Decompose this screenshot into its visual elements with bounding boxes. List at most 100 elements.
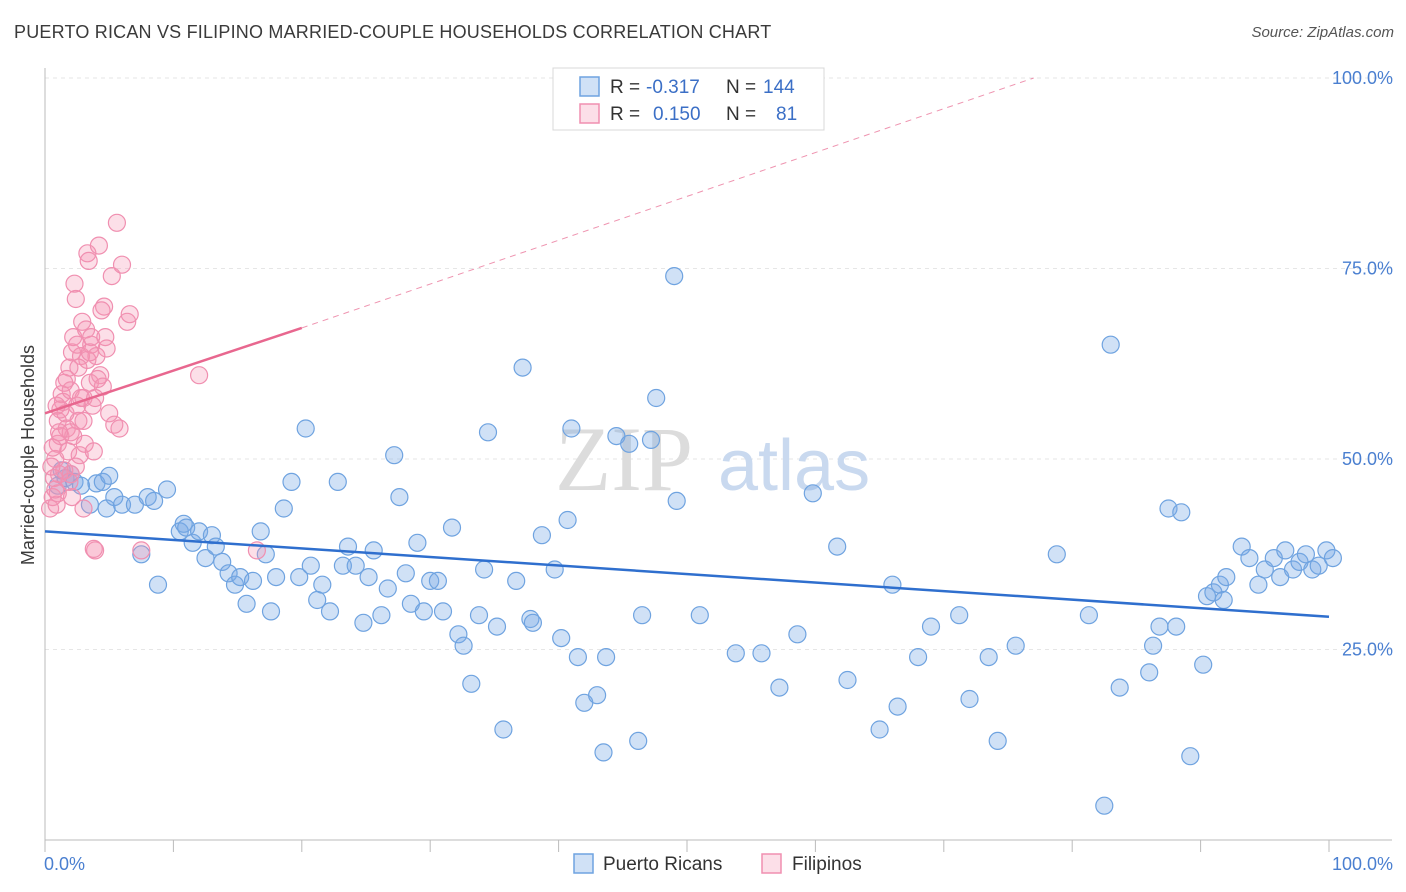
- puerto-ricans-point: [629, 731, 648, 751]
- puerto-ricans-point: [1214, 590, 1233, 610]
- y-axis-label: Married-couple Households: [18, 345, 38, 565]
- legend-r-label-2: R =: [610, 104, 640, 125]
- puerto-ricans-point: [454, 636, 473, 655]
- puerto-ricans-point: [908, 647, 928, 667]
- puerto-ricans-point: [132, 545, 151, 564]
- puerto-ricans-point: [462, 674, 481, 693]
- puerto-ricans-point: [487, 617, 507, 636]
- chart-title: PUERTO RICAN VS FILIPINO MARRIED-COUPLE …: [14, 22, 772, 42]
- legend-swatch-blue: [579, 76, 600, 97]
- puerto-ricans-point: [364, 541, 383, 560]
- filipinos-point: [100, 404, 119, 423]
- filipinos-point: [46, 480, 65, 499]
- grid: [45, 77, 1392, 650]
- puerto-ricans-point: [206, 537, 225, 556]
- puerto-ricans-point: [883, 575, 902, 594]
- legend-bottom-swatch-blue: [573, 853, 594, 874]
- puerto-ricans-point: [568, 647, 588, 667]
- puerto-ricans-point: [507, 571, 526, 591]
- filipinos-point: [70, 446, 89, 465]
- puerto-ricans-point: [237, 594, 256, 613]
- puerto-ricans-point: [1296, 545, 1316, 564]
- puerto-ricans-point: [690, 606, 709, 625]
- y-tick-label: 100.0%: [1332, 68, 1393, 88]
- puerto-ricans-point: [428, 571, 447, 591]
- watermark-atlas: atlas: [718, 426, 870, 506]
- puerto-ricans-point: [1110, 678, 1129, 697]
- trend-puerto-ricans: [44, 530, 1330, 618]
- puerto-ricans-point: [421, 571, 440, 591]
- puerto-ricans-point: [290, 567, 309, 587]
- puerto-ricans-point: [870, 720, 889, 739]
- puerto-ricans-point: [641, 430, 661, 449]
- trend-lines: [44, 77, 1330, 618]
- filipinos-point: [92, 301, 111, 320]
- puerto-ricans-point: [620, 434, 639, 453]
- puerto-ricans-point: [442, 518, 462, 537]
- puerto-ricans-point: [632, 606, 652, 625]
- tick-labels: 100.0% 75.0% 50.0% 25.0% 0.0% 100.0%: [44, 68, 1393, 874]
- filipinos-point: [74, 411, 93, 430]
- x-tick-label: 0.0%: [44, 854, 85, 874]
- filipinos-point: [84, 442, 103, 461]
- puerto-ricans-point: [328, 472, 347, 491]
- filipinos-point: [57, 369, 76, 389]
- legend-n-label-2: N =: [726, 104, 756, 125]
- filipinos-point: [82, 335, 101, 354]
- puerto-ricans-point: [478, 423, 498, 442]
- puerto-ricans-point: [157, 480, 177, 499]
- puerto-ricans-point: [396, 564, 415, 583]
- puerto-ricans-point: [313, 575, 332, 594]
- puerto-ricans-point: [346, 556, 365, 575]
- puerto-ricans-point: [359, 567, 378, 587]
- puerto-ricans-point: [1140, 663, 1159, 682]
- filipinos-point: [190, 366, 209, 385]
- puerto-ricans-point: [267, 567, 286, 587]
- source-label: Source: ZipAtlas.com: [1251, 24, 1394, 41]
- puerto-ricans-point: [828, 537, 847, 556]
- puerto-ricans-point: [950, 606, 969, 625]
- puerto-ricans-point: [354, 613, 373, 632]
- watermark: ZIP atlas: [555, 408, 870, 510]
- legend-swatch-pink: [579, 103, 600, 124]
- puerto-ricans-point: [105, 488, 124, 507]
- filipinos-point: [69, 358, 88, 377]
- puerto-ricans-point: [408, 533, 427, 552]
- puerto-ricans-point: [251, 522, 270, 541]
- filipinos-point: [66, 457, 85, 476]
- watermark-zip: ZIP: [555, 408, 693, 510]
- puerto-ricans-point: [752, 644, 771, 663]
- puerto-ricans-point: [1249, 575, 1268, 594]
- filipinos-point: [80, 343, 100, 362]
- filipinos-point: [110, 419, 129, 438]
- puerto-ricans-point: [803, 484, 822, 503]
- legend-top: R = -0.317 N = 144 R = 0.150 N = 81: [552, 67, 825, 131]
- puerto-ricans-point: [1283, 560, 1303, 579]
- y-tick-label: 50.0%: [1342, 449, 1393, 469]
- puerto-ricans-point: [1143, 636, 1163, 655]
- legend-n-value-1: 144: [763, 77, 795, 98]
- puerto-ricans-point: [552, 628, 571, 648]
- puerto-ricans-point: [979, 647, 998, 667]
- filipinos-point: [88, 369, 107, 389]
- puerto-ricans-point: [596, 647, 616, 667]
- filipinos-point: [120, 305, 139, 324]
- puerto-ricans-point: [594, 743, 613, 762]
- filipinos-point: [96, 328, 115, 347]
- filipinos-point: [84, 539, 103, 559]
- filipinos-point: [89, 236, 109, 255]
- series-filipinos: [40, 213, 266, 560]
- y-tick-label: 25.0%: [1342, 640, 1393, 660]
- puerto-ricans-point: [1172, 503, 1191, 522]
- puerto-ricans-point: [532, 526, 552, 545]
- trend-filipinos-extension: [301, 77, 1034, 329]
- puerto-ricans-point: [378, 579, 397, 598]
- puerto-ricans-point: [320, 602, 340, 621]
- trend-filipinos: [44, 326, 303, 415]
- puerto-ricans-point: [558, 510, 577, 530]
- puerto-ricans-point: [385, 446, 404, 465]
- puerto-ricans-point: [562, 419, 581, 438]
- legend-bottom-swatch-pink: [761, 853, 782, 874]
- puerto-ricans-point: [301, 556, 320, 575]
- filipinos-point: [132, 541, 151, 560]
